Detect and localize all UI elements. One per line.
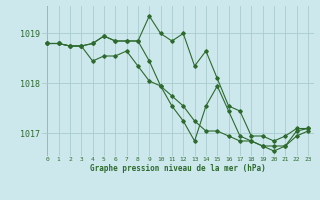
X-axis label: Graphe pression niveau de la mer (hPa): Graphe pression niveau de la mer (hPa) [90, 164, 266, 173]
